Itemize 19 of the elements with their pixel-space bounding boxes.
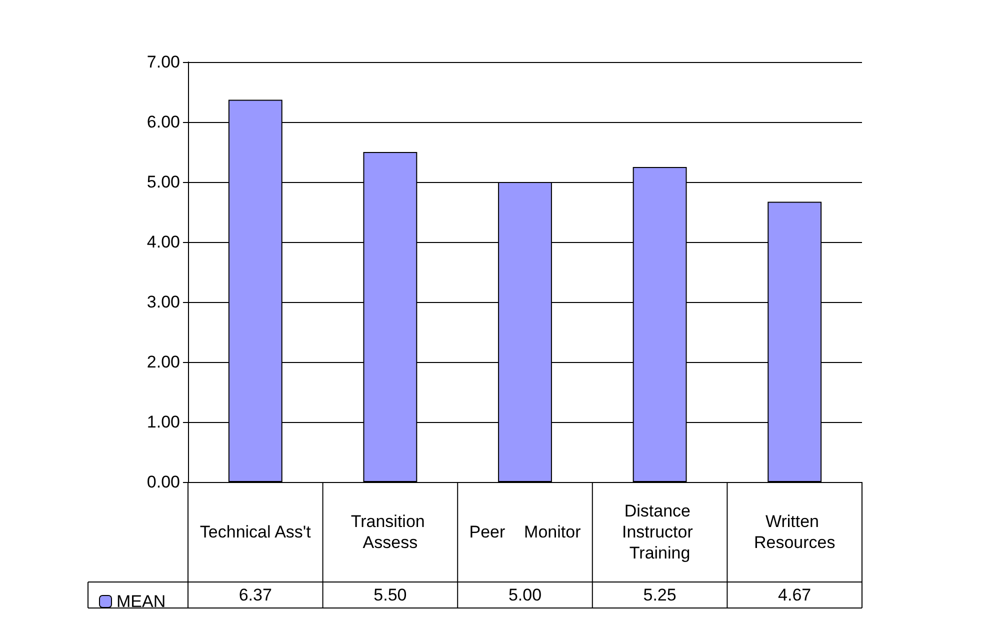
y-tick-label: 6.00 [146,112,180,132]
y-tick-label: 1.00 [146,412,180,432]
data-label: 5.50 [374,586,407,604]
y-tick-label: 4.00 [146,232,180,252]
x-tick-label: Peer Monitor [469,522,582,542]
data-label: 5.00 [508,586,542,604]
x-tick-label: Written Resources [754,512,836,552]
y-tick-label: 0.00 [146,472,180,492]
x-tick-label: Transition Assess [350,512,430,552]
y-tick-label: 5.00 [146,172,180,192]
y-tick-label: 2.00 [146,352,180,372]
y-tick-label: 3.00 [146,292,180,312]
data-label: 6.37 [238,586,272,604]
legend-label: MEAN [116,592,166,611]
data-label: 5.25 [643,586,676,604]
x-tick-label: Distance Instructor Training [622,502,698,562]
x-tick-label: Technical Ass't [200,522,312,542]
y-tick-label: 7.00 [146,52,180,72]
data-label: 4.67 [778,586,812,604]
